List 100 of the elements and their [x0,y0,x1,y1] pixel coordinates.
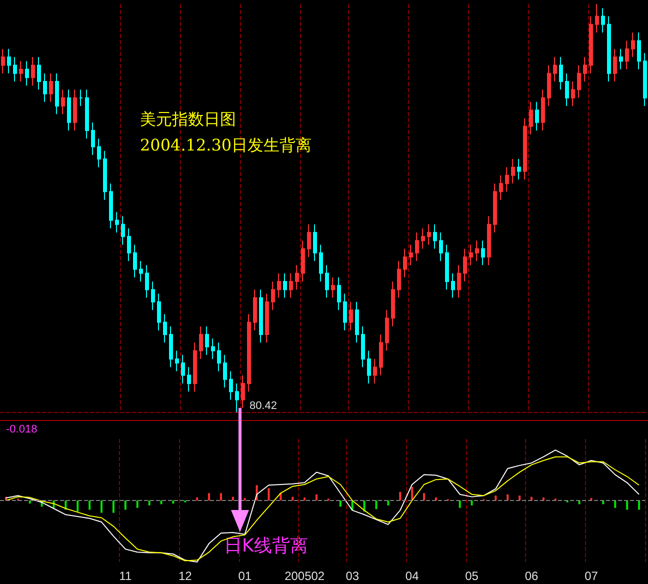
bar [88,500,91,510]
candlestick [535,101,539,131]
candlestick [211,338,215,360]
candlestick [313,224,317,262]
candlestick [625,40,629,70]
bar [196,497,198,500]
bar [387,500,390,506]
bar [208,493,210,500]
candlestick [259,289,263,344]
candlestick [433,224,437,250]
bar [136,500,138,508]
candlestick [415,232,419,262]
candlestick [343,293,347,331]
candlestick [601,8,605,34]
candlestick [517,158,521,180]
candlestick [403,248,407,278]
candlestick [421,228,425,250]
candlestick [169,326,173,368]
x-tick-label: 05 [465,569,479,583]
candlestick [73,89,77,131]
candlestick [619,48,623,70]
candlestick [85,89,89,140]
candlestick [7,48,11,74]
candlestick [67,89,71,131]
candlestick [19,60,23,82]
text: 2004.12.30日发生背离 [140,136,312,154]
candlestick [595,4,599,34]
bar [518,496,521,500]
candlestick [103,150,107,200]
annotation: 80.42 [250,400,278,412]
candlestick [121,216,125,246]
candlestick [445,244,449,290]
candlestick [439,232,443,262]
candlestick [373,358,377,384]
candlestick [607,16,611,82]
candlestick [31,56,35,86]
candlestick [553,56,557,82]
candlestick [43,72,47,102]
candlestick [637,32,641,70]
candlestick [457,264,461,298]
candlestick [307,224,311,258]
bar [626,500,628,510]
candlestick [487,216,491,266]
candlestick [577,64,581,98]
candlestick [475,240,479,262]
candlestick [235,382,239,412]
bar [494,496,497,500]
candlestick [205,326,209,356]
candlestick [109,183,113,229]
bar [172,500,174,504]
candlestick [643,52,647,106]
candlestick [223,354,227,388]
bar [76,500,79,512]
candlestick [409,244,413,266]
bar [411,486,414,500]
candlestick [151,280,155,310]
candlestick [295,264,299,290]
candlestick [37,56,41,90]
candlestick [91,122,95,156]
candlestick [301,240,305,282]
candlestick [199,326,203,360]
candlestick [13,56,17,82]
candlestick [139,260,143,282]
bar [304,497,306,500]
x-tick-label: 04 [405,569,420,583]
candlestick [463,248,467,282]
candlestick [379,334,383,376]
candlestick [265,293,269,344]
bar [458,500,461,508]
candlestick [499,174,503,200]
bar [292,496,294,500]
candlestick [133,244,137,278]
bar [148,500,150,506]
candlestick [631,32,635,58]
bar [232,496,234,500]
bar [470,500,473,506]
x-tick-label: 06 [524,569,539,583]
x-tick-label: 200502 [284,569,325,583]
candlestick [25,60,29,86]
bar [339,500,342,507]
candlestick [157,293,161,331]
candlestick [127,228,131,262]
candlestick [481,240,485,266]
bar [423,493,426,500]
candlestick [181,354,185,384]
bar [375,500,378,510]
x-tick-label: 07 [584,569,598,583]
candlestick [583,56,587,82]
bar [506,494,509,500]
bar [316,494,318,500]
bar [638,500,640,510]
candlestick [331,276,335,298]
candlestick [115,212,119,233]
candlestick [589,16,593,74]
candlestick [193,342,197,392]
candlestick [451,272,455,298]
candlestick [361,326,365,368]
bar [268,488,270,500]
candlestick [271,280,275,310]
bar [112,500,114,513]
